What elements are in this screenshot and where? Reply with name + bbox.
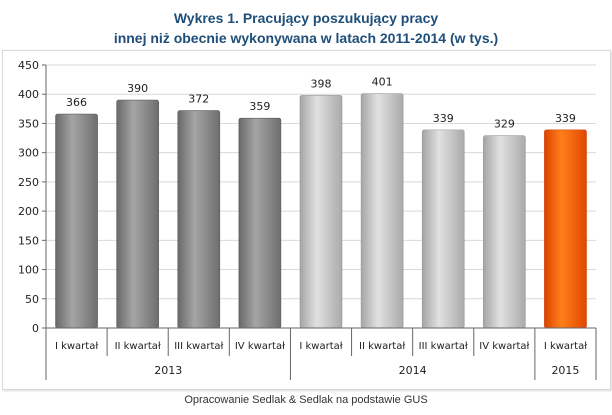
- y-tick-label: 150: [18, 234, 39, 247]
- chart-title-line-2: innej niż obecnie wykonywana w latach 20…: [113, 30, 499, 46]
- bars: [55, 93, 587, 329]
- bar: [55, 113, 98, 329]
- bar: [116, 99, 159, 329]
- group-label: 2013: [154, 364, 182, 377]
- category-label: II kwartał: [359, 341, 405, 352]
- axes: [42, 64, 597, 380]
- y-tick-label: 350: [18, 117, 39, 130]
- y-tick-label: 0: [32, 322, 39, 335]
- category-label: IV kwartał: [479, 341, 529, 352]
- group-label: 2015: [551, 364, 579, 377]
- y-tick-label: 300: [18, 147, 39, 160]
- bar: [483, 135, 526, 329]
- category-label: II kwartał: [115, 341, 161, 352]
- bar: [299, 95, 343, 329]
- source-note: Opracowanie Sedlak & Sedlak na podstawie…: [184, 394, 428, 406]
- category-label: IV kwartał: [235, 341, 285, 352]
- data-label: 339: [433, 112, 454, 125]
- chart-title-line-1: Wykres 1. Pracujący poszukujący pracy: [173, 10, 439, 26]
- chart-title: Wykres 1. Pracujący poszukujący pracy in…: [0, 8, 612, 48]
- data-label: 390: [127, 82, 148, 95]
- data-label: 401: [372, 76, 393, 89]
- bar: [360, 93, 404, 329]
- category-label: I kwartał: [299, 341, 342, 352]
- y-tick-label: 200: [18, 205, 39, 218]
- data-label: 339: [555, 112, 576, 125]
- bar: [421, 129, 465, 329]
- category-label: III kwartał: [419, 341, 468, 352]
- data-label: 329: [494, 118, 515, 131]
- data-label: 359: [249, 100, 270, 113]
- y-tick-label: 50: [25, 293, 39, 306]
- category-label: I kwartał: [544, 341, 587, 352]
- category-label: I kwartał: [55, 341, 98, 352]
- data-label: 366: [66, 96, 87, 109]
- bar: [177, 110, 221, 329]
- y-tick-label: 450: [18, 59, 39, 72]
- bar: [238, 117, 282, 329]
- data-label: 398: [311, 77, 332, 90]
- bar: [544, 129, 587, 329]
- category-label: III kwartał: [174, 341, 223, 352]
- data-label: 372: [188, 93, 209, 106]
- y-tick-label: 250: [18, 176, 39, 189]
- labels: 0 50 100 150 200 250 300 350 400 450 366 I kwartał 3…: [18, 59, 587, 377]
- y-tick-label: 400: [18, 88, 39, 101]
- group-label: 2014: [399, 364, 427, 377]
- y-tick-label: 100: [18, 264, 39, 277]
